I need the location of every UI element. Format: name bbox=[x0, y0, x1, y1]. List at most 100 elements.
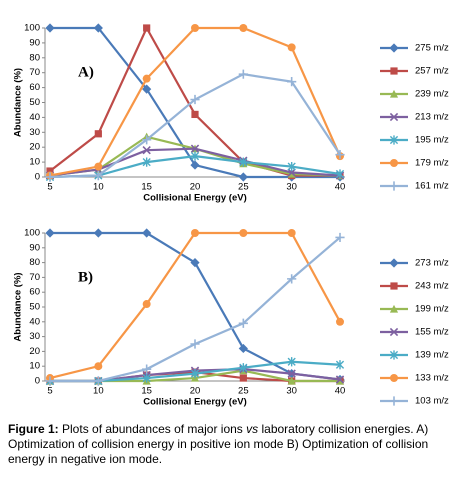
marker bbox=[389, 89, 399, 98]
marker bbox=[287, 376, 296, 385]
legend-label: 243 m/z bbox=[415, 281, 449, 292]
marker bbox=[287, 357, 296, 367]
y-tick-label: 30 bbox=[29, 127, 40, 138]
marker bbox=[335, 375, 345, 384]
marker bbox=[389, 350, 399, 360]
panel-label: A) bbox=[78, 64, 94, 80]
series-line bbox=[50, 231, 341, 381]
x-tick-label: 5 bbox=[47, 182, 52, 193]
x-tick-label: 25 bbox=[238, 386, 249, 397]
marker bbox=[335, 169, 345, 179]
marker bbox=[389, 43, 399, 53]
x-tick-label: 30 bbox=[286, 182, 297, 193]
marker bbox=[142, 157, 151, 167]
marker bbox=[45, 172, 55, 182]
y-tick-label: 70 bbox=[29, 67, 40, 78]
marker bbox=[238, 343, 248, 354]
marker bbox=[287, 274, 297, 284]
marker bbox=[239, 374, 247, 382]
legend-label: 195 m/z bbox=[415, 135, 449, 146]
marker bbox=[142, 74, 151, 83]
legend-label: 257 m/z bbox=[415, 66, 449, 77]
marker bbox=[190, 160, 200, 170]
marker bbox=[142, 135, 152, 145]
caption-text: laboratory collision energies. A) Optimi… bbox=[8, 422, 429, 466]
marker bbox=[239, 229, 248, 237]
marker bbox=[94, 162, 103, 171]
marker bbox=[287, 369, 296, 378]
marker bbox=[389, 258, 399, 268]
x-tick-label: 15 bbox=[141, 386, 152, 397]
x-tick-label: 15 bbox=[141, 182, 152, 193]
x-tick-label: 25 bbox=[238, 182, 249, 193]
marker bbox=[287, 168, 296, 177]
legend-label: 133 m/z bbox=[415, 373, 449, 384]
marker bbox=[389, 304, 399, 313]
y-tick-label: 10 bbox=[29, 361, 40, 372]
y-tick-label: 80 bbox=[29, 257, 40, 268]
marker bbox=[239, 24, 248, 32]
x-tick-label: 20 bbox=[190, 182, 201, 193]
x-tick-label: 40 bbox=[335, 386, 346, 397]
y-tick-label: 40 bbox=[29, 112, 40, 123]
marker bbox=[390, 282, 398, 290]
marker bbox=[93, 170, 103, 181]
marker bbox=[191, 110, 199, 119]
x-tick-label: 30 bbox=[286, 386, 297, 397]
legend-label: 213 m/z bbox=[415, 112, 449, 123]
panel-label: B) bbox=[78, 269, 93, 285]
marker bbox=[389, 135, 399, 145]
caption-emphasis: vs bbox=[246, 422, 259, 436]
marker bbox=[94, 130, 102, 138]
marker bbox=[142, 228, 152, 238]
legend-label: 103 m/z bbox=[415, 396, 449, 407]
y-tick-label: 40 bbox=[29, 316, 40, 327]
legend-label: 139 m/z bbox=[415, 350, 449, 361]
marker bbox=[335, 150, 345, 160]
marker bbox=[190, 339, 200, 349]
marker bbox=[142, 364, 152, 374]
caption: Figure 1: Plots of abundances of major i… bbox=[8, 422, 463, 467]
y-tick-label: 90 bbox=[29, 37, 40, 48]
marker bbox=[45, 228, 55, 238]
marker bbox=[287, 77, 297, 87]
marker bbox=[142, 146, 151, 155]
y-tick-label: 60 bbox=[29, 82, 40, 93]
marker bbox=[94, 362, 103, 371]
marker bbox=[45, 376, 55, 386]
marker bbox=[389, 112, 399, 122]
marker bbox=[389, 181, 399, 191]
marker bbox=[336, 317, 344, 326]
y-tick-label: 50 bbox=[29, 302, 40, 313]
x-tick-label: 20 bbox=[190, 386, 201, 397]
marker bbox=[287, 161, 296, 172]
y-tick-label: 70 bbox=[29, 272, 40, 283]
x-tick-label: 40 bbox=[335, 182, 346, 193]
marker bbox=[93, 376, 103, 386]
y-tick-label: 30 bbox=[29, 331, 40, 342]
marker bbox=[190, 258, 200, 268]
y-tick-label: 80 bbox=[29, 52, 40, 63]
y-tick-label: 100 bbox=[24, 228, 40, 239]
y-tick-label: 10 bbox=[29, 157, 40, 168]
legend-label: 179 m/z bbox=[415, 158, 449, 169]
x-tick-label: 5 bbox=[47, 386, 52, 397]
y-tick-label: 50 bbox=[29, 97, 40, 108]
marker bbox=[142, 373, 151, 383]
marker bbox=[45, 23, 55, 33]
marker bbox=[142, 84, 152, 94]
marker bbox=[390, 159, 398, 167]
y-tick-label: 0 bbox=[35, 376, 40, 387]
y-tick-label: 100 bbox=[24, 23, 40, 34]
x-tick-label: 10 bbox=[93, 182, 104, 193]
series-line bbox=[49, 231, 341, 380]
marker bbox=[190, 369, 200, 379]
marker bbox=[335, 360, 345, 370]
marker bbox=[287, 43, 296, 52]
marker bbox=[238, 318, 248, 328]
legend-label: 161 m/z bbox=[415, 181, 449, 192]
marker bbox=[143, 24, 151, 32]
marker bbox=[191, 229, 199, 237]
